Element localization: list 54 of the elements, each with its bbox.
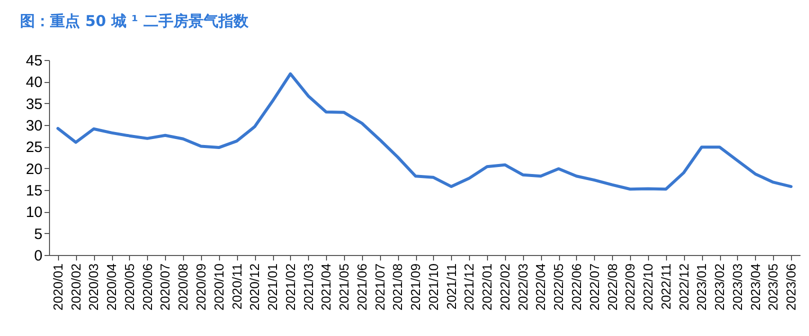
y-tick-label: 10 xyxy=(26,204,42,222)
x-tick-label: 2020/02 xyxy=(68,264,84,310)
x-tick-label: 2020/05 xyxy=(122,264,137,310)
x-tick-label: 2022/03 xyxy=(515,264,530,310)
y-tick-label: 35 xyxy=(26,96,42,113)
x-tick-label: 2022/07 xyxy=(586,264,602,310)
y-tick-label: 20 xyxy=(26,160,42,178)
x-tick-label: 2022/04 xyxy=(533,264,548,310)
y-tick-label: 45 xyxy=(26,52,42,70)
x-tick-label: 2020/10 xyxy=(211,264,226,310)
x-tick-label: 2021/10 xyxy=(426,264,441,310)
x-tick-label: 2021/04 xyxy=(318,264,334,310)
x-tick-label: 2022/08 xyxy=(604,264,620,310)
x-tick-label: 2022/10 xyxy=(640,264,656,310)
y-tick-label: 25 xyxy=(26,139,42,156)
x-tick-label: 2021/08 xyxy=(390,264,406,310)
x-tick-label: 2020/06 xyxy=(140,264,155,310)
x-tick-label: 2023/01 xyxy=(694,264,710,310)
x-tick-label: 2021/03 xyxy=(300,264,316,310)
y-tick-label: 30 xyxy=(26,118,42,134)
x-tick-label: 2020/09 xyxy=(193,264,208,310)
x-tick-label: 2021/07 xyxy=(372,264,388,310)
x-tick-label: 2020/08 xyxy=(176,264,191,310)
x-tick-label: 2022/02 xyxy=(497,264,512,310)
x-tick-label: 2023/06 xyxy=(784,264,799,310)
x-tick-label: 2020/11 xyxy=(229,264,244,310)
y-tick-label: 0 xyxy=(34,248,42,264)
x-tick-label: 2020/12 xyxy=(247,264,262,310)
chart-title: 图：重点 50 城 ¹ 二手房景气指数 xyxy=(20,12,250,30)
x-tick-label: 2020/01 xyxy=(50,264,66,310)
x-tick-label: 2021/05 xyxy=(336,264,352,310)
x-tick-label: 2020/03 xyxy=(86,264,102,310)
x-tick-label: 2020/04 xyxy=(104,264,120,310)
x-tick-label: 2023/03 xyxy=(730,264,745,310)
x-tick-label: 2020/07 xyxy=(158,264,173,310)
x-tick-label: 2021/09 xyxy=(408,264,424,310)
x-tick-label: 2021/12 xyxy=(462,264,477,310)
x-tick-label: 2023/05 xyxy=(766,264,781,310)
x-tick-label: 2022/01 xyxy=(480,264,495,310)
x-tick-label: 2021/06 xyxy=(354,264,370,310)
y-tick-label: 40 xyxy=(26,74,42,92)
x-tick-label: 2022/09 xyxy=(622,264,638,310)
line-series xyxy=(56,72,793,191)
y-tick-label: 5 xyxy=(34,226,42,243)
x-tick-label: 2022/06 xyxy=(568,264,584,310)
x-tick-label: 2022/11 xyxy=(658,264,674,310)
x-tick-label: 2023/02 xyxy=(712,264,728,310)
x-tick-label: 2022/05 xyxy=(551,264,566,310)
x-tick-label: 2023/04 xyxy=(748,264,763,310)
x-tick-label: 2021/11 xyxy=(444,264,459,310)
x-tick-label: 2021/02 xyxy=(282,264,298,310)
x-tick-label: 2022/12 xyxy=(676,264,692,310)
x-tick-label: 2021/01 xyxy=(265,264,280,310)
y-tick-label: 15 xyxy=(26,182,42,200)
